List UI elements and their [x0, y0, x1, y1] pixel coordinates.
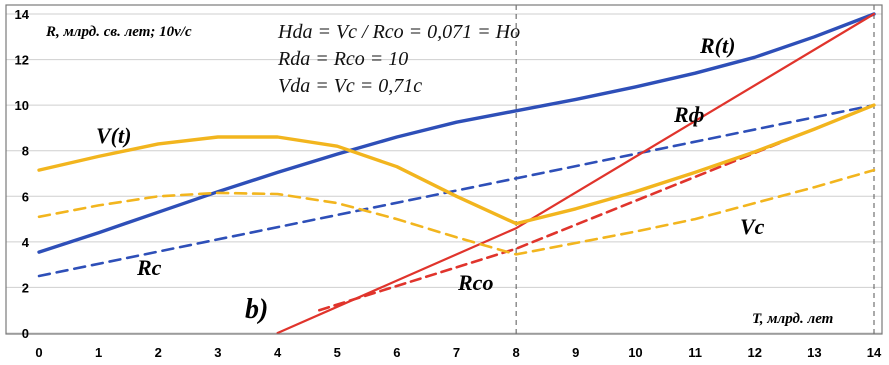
y-tick-label-4: 8	[22, 144, 29, 159]
y-tick-label-7: 14	[15, 7, 30, 22]
x-tick-label-11: 11	[688, 345, 702, 360]
x-tick-label-6: 6	[393, 345, 400, 360]
series-line-0	[37, 12, 876, 254]
series-label-rco: Rco	[457, 270, 493, 295]
series-line-4	[37, 103, 876, 226]
x-tick-label-2: 2	[155, 345, 162, 360]
x-tick-label-7: 7	[453, 345, 460, 360]
x-tick-label-10: 10	[628, 345, 642, 360]
series-label-v-t: V(t)	[96, 123, 131, 148]
plot-frame	[5, 4, 883, 335]
y-axis-title: R, млрд. св. лет; 10v/c	[45, 24, 192, 40]
vertical-markers	[515, 5, 875, 334]
y-tick-label-6: 12	[15, 53, 29, 68]
x-tick-label-3: 3	[214, 345, 221, 360]
x-tick-label-5: 5	[334, 345, 341, 360]
x-axis-title: T, млрд. лет	[752, 311, 833, 327]
x-tick-label-4: 4	[274, 345, 282, 360]
y-tick-label-5: 10	[15, 98, 29, 113]
series-line-5	[37, 168, 876, 256]
y-tick-label-3: 6	[22, 189, 29, 204]
series-label-rc: Rc	[136, 255, 162, 280]
formula-line-1: Hda = Vc / Rco = 0,071 = Ho	[277, 21, 520, 43]
y-tick-label-0: 0	[22, 326, 29, 341]
series-layer	[37, 12, 876, 335]
x-tick-label-1: 1	[95, 345, 102, 360]
x-tick-label-13: 13	[807, 345, 821, 360]
y-tick-label-2: 4	[22, 235, 30, 250]
formula-line-2: Rda = Rco = 10	[277, 48, 408, 70]
series-label-r-t: R(t)	[699, 33, 735, 58]
grid-layer	[6, 13, 882, 334]
series-line-1	[37, 103, 876, 278]
series-label-r-phi: Rф	[673, 102, 704, 127]
x-tick-label-14: 14	[867, 345, 882, 360]
series-label-vc: Vc	[740, 214, 765, 239]
x-tick-label-8: 8	[513, 345, 520, 360]
panel-label: b)	[245, 294, 268, 325]
x-tick-label-12: 12	[747, 345, 761, 360]
y-tick-label-1: 2	[22, 280, 29, 295]
x-tick-label-9: 9	[572, 345, 579, 360]
x-tick-label-0: 0	[35, 345, 42, 360]
formula-line-3: Vda = Vc = 0,71c	[278, 75, 422, 97]
